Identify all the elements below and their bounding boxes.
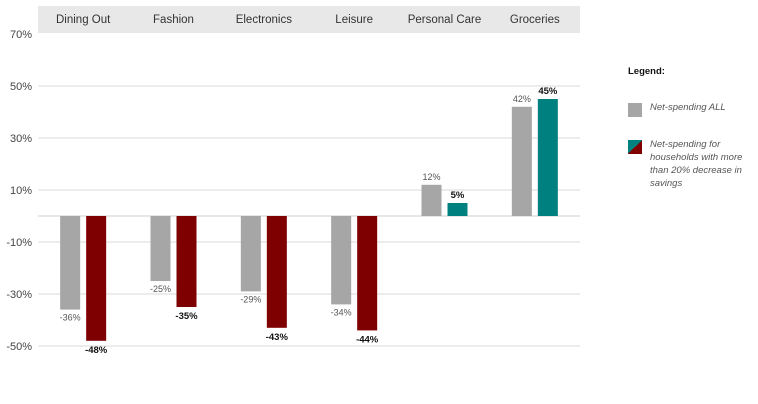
y-tick-label: 70% [10, 29, 32, 41]
legend-item-households: Net-spending for households with more th… [628, 138, 756, 190]
data-label-households: 5% [451, 190, 465, 201]
category-label: Leisure [335, 14, 373, 26]
legend-label-all: Net-spending ALL [650, 102, 726, 113]
y-tick-label: -50% [6, 341, 32, 353]
bar-households [176, 216, 197, 307]
bar-all [331, 216, 352, 305]
legend-swatch-all [628, 103, 642, 117]
data-label-all: -36% [60, 313, 81, 323]
legend-label-households: Net-spending for households with more th… [650, 139, 743, 189]
bar-all [150, 216, 171, 281]
category-label: Personal Care [408, 14, 482, 26]
bar-all [511, 106, 532, 216]
legend-title: Legend: [628, 66, 665, 77]
category-header-band [38, 6, 580, 33]
bar-households [447, 203, 468, 216]
data-label-households: -35% [175, 311, 198, 322]
y-tick-label: -30% [6, 289, 32, 301]
y-tick-label: 50% [10, 81, 32, 93]
bar-all [421, 184, 442, 216]
legend-swatch-households [628, 140, 642, 154]
y-tick-label: 10% [10, 185, 32, 197]
data-label-all: -34% [331, 307, 352, 317]
category-label: Groceries [510, 14, 560, 26]
data-label-households: 45% [538, 86, 558, 97]
data-label-households: -48% [85, 345, 108, 356]
legend: Legend: Net-spending ALL Net-spending fo… [628, 66, 756, 214]
category-label: Electronics [236, 14, 292, 26]
data-label-all: 12% [422, 172, 440, 182]
bar-households [86, 216, 107, 341]
bar-households [266, 216, 287, 328]
data-label-households: -43% [266, 332, 289, 343]
data-label-all: -25% [150, 284, 171, 294]
bar-households [357, 216, 378, 331]
y-tick-label: -10% [6, 237, 32, 249]
y-tick-label: 30% [10, 133, 32, 145]
bar-chart: 70% 50% 30% 10% -10% -30% -50% Dining Out -36% -4… [6, 6, 580, 356]
bar-households [537, 99, 558, 216]
bar-all [240, 216, 261, 292]
data-label-all: -29% [240, 294, 261, 304]
bar-all [60, 216, 81, 310]
data-label-households: -44% [356, 334, 379, 345]
category-label: Dining Out [56, 14, 111, 26]
data-label-all: 42% [513, 94, 531, 104]
category-label: Fashion [153, 14, 194, 26]
legend-item-all: Net-spending ALL [628, 101, 756, 117]
